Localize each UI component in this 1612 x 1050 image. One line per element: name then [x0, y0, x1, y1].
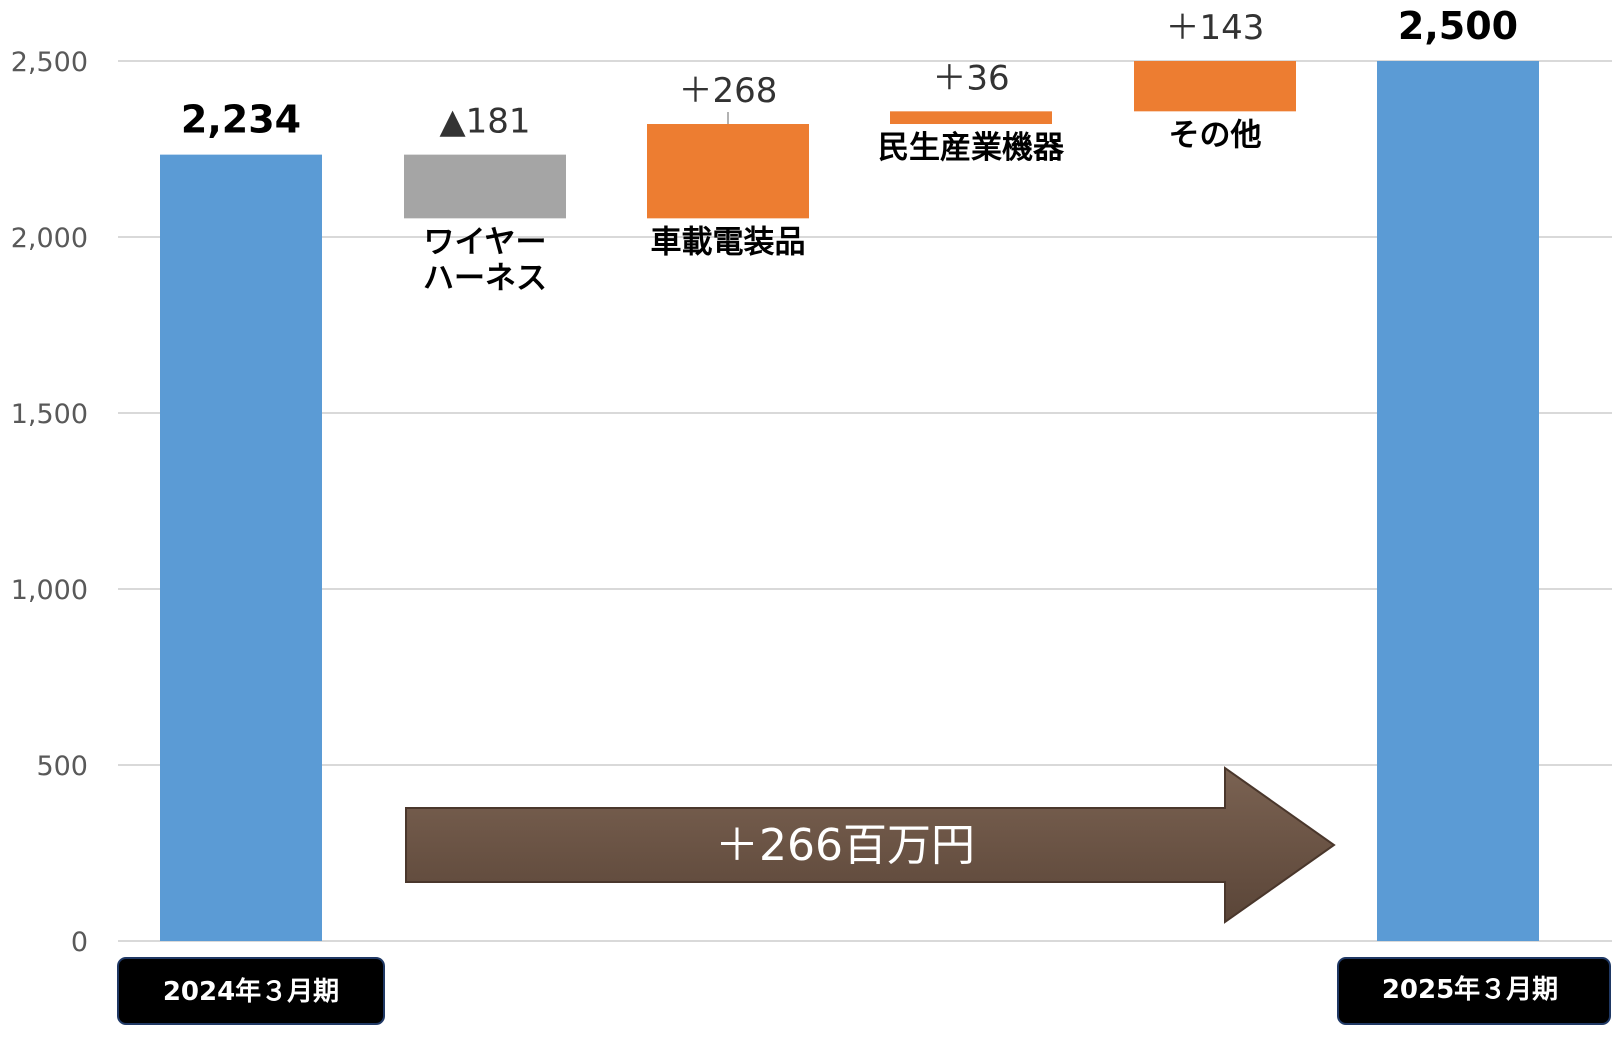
category-label-1: ワイヤー — [423, 224, 546, 260]
change-arrow-label: ＋266百万円 — [715, 820, 975, 871]
period-label-start: 2024年３月期 — [117, 957, 385, 1025]
bar-5 — [1377, 61, 1539, 941]
period-text-end: 2025年３月期 — [1382, 974, 1558, 1005]
bar-2 — [647, 124, 809, 219]
period-text-start: 2024年３月期 — [163, 976, 339, 1007]
y-axis-ticks: 0 500 1,000 1,500 2,000 2,500 — [11, 47, 88, 958]
change-arrow: ＋266百万円 — [405, 766, 1336, 924]
y-tick-label: 1,000 — [11, 575, 88, 606]
value-label-2: ＋268 — [679, 71, 778, 111]
bar-4 — [1134, 61, 1296, 112]
value-label-0: 2,234 — [181, 98, 301, 142]
change-arrow-shape — [405, 766, 1336, 924]
category-label-1: ハーネス — [423, 260, 547, 296]
value-label-3: ＋36 — [932, 58, 1009, 98]
category-label-2: 車載電装品 — [651, 224, 806, 260]
y-tick-label: 0 — [71, 927, 88, 958]
bar-1 — [404, 154, 566, 219]
period-box-start — [117, 957, 385, 1025]
category-label-4: その他 — [1169, 117, 1262, 153]
bars — [160, 61, 1539, 941]
value-label-4: ＋143 — [1166, 8, 1265, 48]
grid-lines — [118, 60, 1612, 942]
y-tick-label: 2,000 — [11, 223, 88, 254]
bar-0 — [160, 154, 322, 941]
value-label-1: ▲181 — [439, 102, 530, 142]
y-tick-label: 500 — [36, 751, 88, 782]
y-tick-label: 2,500 — [11, 47, 88, 78]
category-label-3: 民生産業機器 — [878, 130, 1065, 166]
period-label-end: 2025年３月期 — [1337, 957, 1611, 1025]
bar-3 — [890, 111, 1052, 125]
value-label-5: 2,500 — [1398, 4, 1518, 48]
period-box-end — [1337, 957, 1611, 1025]
y-tick-label: 1,500 — [11, 399, 88, 430]
